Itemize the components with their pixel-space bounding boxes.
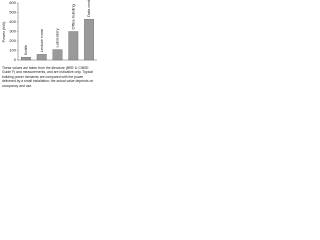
bar [21, 57, 31, 61]
bar [84, 18, 94, 61]
x-tick-label: Office building [70, 4, 75, 29]
chart: Power (kW) 0 100 200 300 400 500 600 Kettle Lect… [1, 0, 97, 62]
y-tick-label: 500 [9, 10, 16, 15]
y-tick-label: 200 [9, 38, 16, 43]
y-axis-label: Power (kW) [1, 21, 6, 43]
page: Power (kW) 0 100 200 300 400 500 600 Kettle Lect… [0, 0, 100, 106]
caption: These values are taken from the literatu… [2, 66, 94, 88]
y-tick-label: 0 [14, 57, 17, 62]
y-tick-label: 600 [9, 0, 16, 5]
bar [36, 54, 47, 61]
x-tick-label: Data centre [86, 0, 91, 17]
y-tick-label: 300 [9, 29, 16, 34]
x-tick-label: Laboratory [55, 28, 60, 47]
bar [52, 49, 63, 61]
x-tick-label: Lecture room [39, 28, 44, 52]
y-tick-label: 400 [9, 19, 16, 24]
y-tick-label: 100 [9, 48, 16, 53]
x-tick-label: Kettle [23, 44, 28, 55]
bar [68, 31, 79, 61]
